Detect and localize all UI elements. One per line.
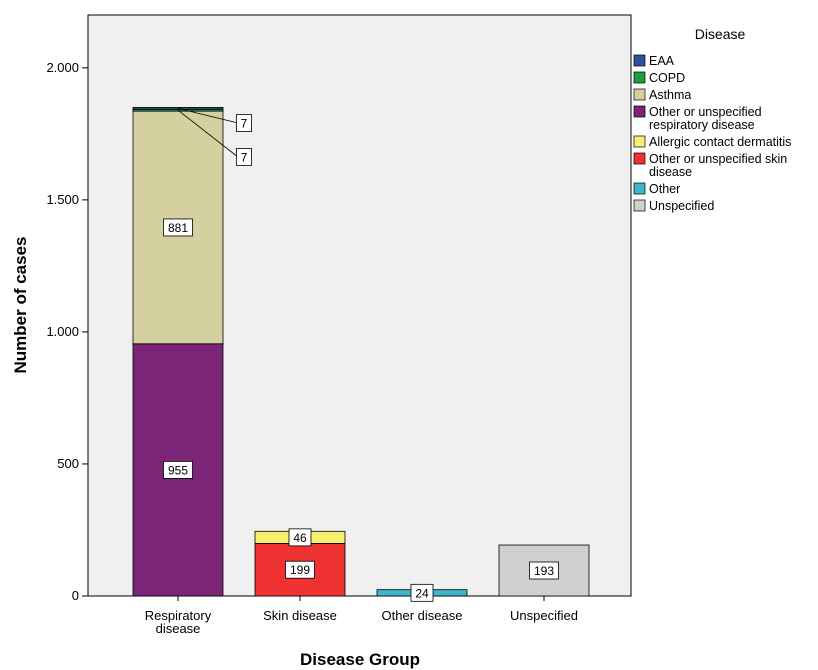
x-tick-label: Unspecified [510,608,578,623]
x-tick-label: Skin disease [263,608,337,623]
legend: Disease EAA COPD Asthma Other or unspecifie… [633,26,791,213]
y-tick-label: 1.500 [46,192,79,207]
legend-swatch-allergic-contact-dermatitis [633,135,646,148]
x-axis-title: Disease Group [300,650,420,669]
legend-swatch-unspecified [633,199,646,212]
data-label-eaa-respiratory-disease-leader [177,107,239,124]
data-label-other-or-unspecified-skin-disease-skin-disease-box [285,560,315,579]
data-label-other-or-unspecified-respiratory-disease-respiratory-disease-box [163,460,193,479]
legend-title: Disease [695,26,746,42]
data-label-copd-respiratory-disease: 7 [241,151,248,165]
data-label-eaa-respiratory-disease: 7 [241,117,248,131]
data-label-asthma-respiratory-disease-box [163,218,193,237]
y-tick-label: 0 [72,588,79,603]
legend-label-allergic-contact-dermatitis: Allergic contact dermatitis [649,135,791,149]
data-label-asthma-respiratory-disease: 881 [168,221,188,235]
legend-swatch-asthma [633,88,646,101]
legend-swatch-other [633,182,646,195]
data-label-other-other-disease-box [410,583,434,602]
data-label-eaa-respiratory-disease-box [236,114,252,132]
y-axis-title: Number of cases [11,237,30,374]
data-label-other-or-unspecified-skin-disease-skin-disease: 199 [290,563,310,577]
legend-label-eaa: EAA [649,54,675,68]
legend-label-unspecified: Unspecified [649,199,714,213]
data-label-allergic-contact-dermatitis-skin-disease-box [288,528,312,547]
data-labels: 955 881 7 7 199 46 24 193 [163,107,559,602]
legend-swatch-other-or-unspecified-skin-disease [633,152,646,165]
x-tick-label: Respiratory disease [145,608,212,636]
data-label-copd-respiratory-disease-box [236,148,252,166]
legend-label-asthma: Asthma [649,88,691,102]
y-tick-label: 500 [57,456,79,471]
data-label-unspecified-unspecified-box [529,561,559,580]
legend-label-other-or-unspecified-respiratory-disease: Other or unspecified respiratory disease [649,105,762,132]
legend-label-other-or-unspecified-skin-disease: Other or unspecified skin disease [649,152,787,179]
data-label-allergic-contact-dermatitis-skin-disease: 46 [293,531,307,545]
x-axis: Respiratory disease Skin disease Other dise… [145,596,578,636]
data-label-other-or-unspecified-respiratory-disease-respiratory-disease: 955 [168,463,188,477]
y-axis: 0 500 1.000 1.500 2.000 [46,60,88,603]
data-label-other-other-disease: 24 [415,586,429,600]
bar-segment-unspecified-unspecified [498,544,590,597]
legend-swatch-other-or-unspecified-respiratory-disease [633,105,646,118]
data-label-copd-respiratory-disease-leader [177,109,239,158]
legend-swatch-eaa [633,54,646,67]
legend-swatch-copd [633,71,646,84]
y-tick-label: 1.000 [46,324,79,339]
x-tick-label: Other disease [382,608,463,623]
legend-label-copd: COPD [649,71,685,85]
data-label-unspecified-unspecified: 193 [534,564,554,578]
legend-label-other: Other [649,182,680,196]
y-tick-label: 2.000 [46,60,79,75]
